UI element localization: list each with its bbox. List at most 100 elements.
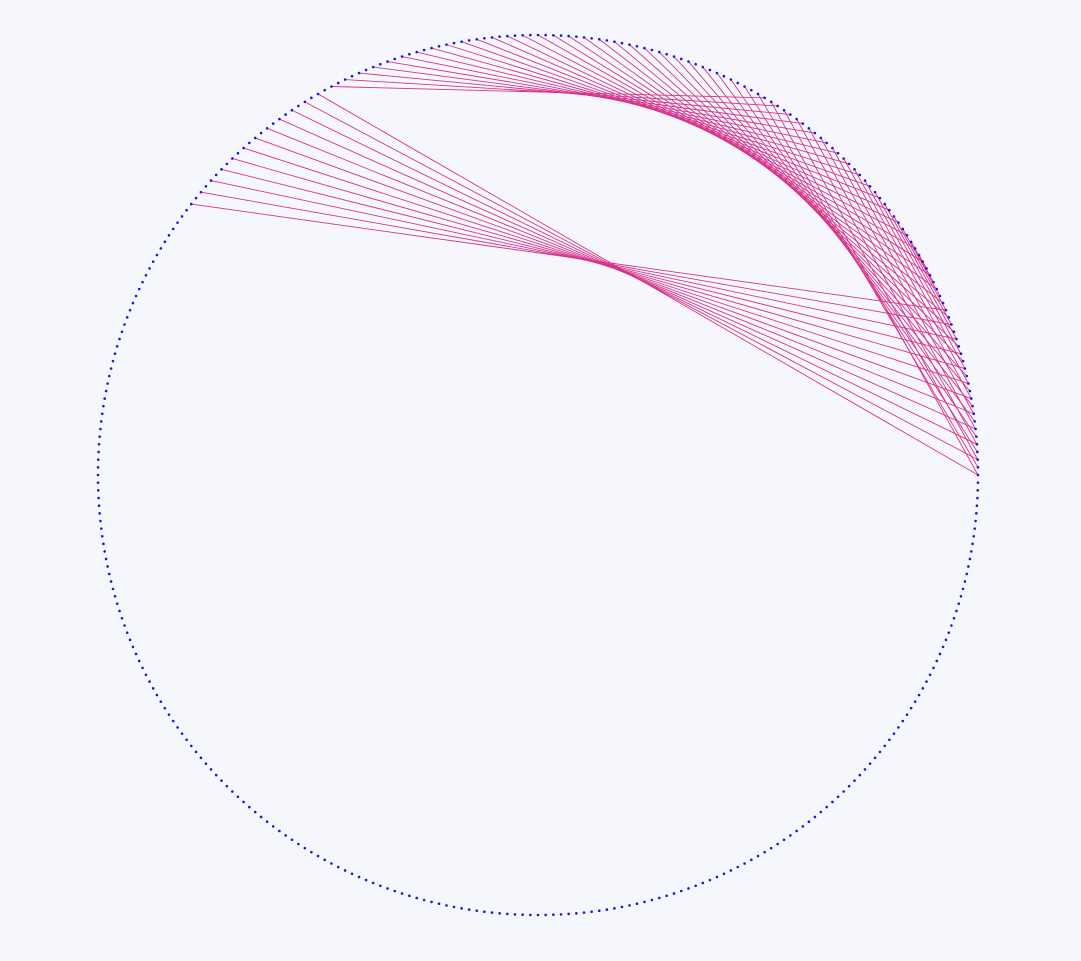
circle-point [789,113,792,116]
circle-point [323,858,326,862]
circle-point [813,131,817,135]
circle-point [729,78,733,81]
circle-point [118,337,121,341]
circle-point [694,62,697,66]
circle-point [107,374,111,378]
circle-point [842,157,845,160]
circle-point [901,227,905,231]
circle-point [100,534,104,538]
circle-point [400,55,404,58]
circle-point [155,693,159,697]
circle-point [957,602,961,605]
circle-point [952,616,956,620]
circle-point [715,71,719,75]
circle-point [873,190,877,194]
circle-point [813,815,817,819]
circle-point [248,141,251,145]
circle-point [167,234,171,237]
circle-point [386,887,389,890]
circle-point [892,732,896,735]
circle-point [98,512,101,515]
circle-point [336,81,340,85]
circle-point [104,389,108,393]
circle-point [831,800,834,804]
circle-point [422,898,426,902]
circle-point [131,301,135,305]
circle-point [672,892,676,895]
circle-point [952,330,956,334]
circle-point [96,466,100,469]
circle-point [343,78,347,81]
circle-point [214,173,218,177]
circle-point [180,215,184,218]
circle-point [521,33,524,37]
circle-point [131,645,135,649]
circle-point [330,85,333,88]
circle-point [665,52,668,56]
circle-point [868,762,872,765]
circle-point [976,489,980,492]
circle-point [460,40,463,43]
circle-point [102,542,105,546]
circle-point [109,580,113,583]
circle-point [967,382,970,385]
circle-point [225,784,229,788]
circle-point [96,481,100,484]
circle-point [858,173,862,177]
circle-point [921,260,925,263]
circle-point [437,44,441,48]
chord-line [331,86,765,99]
circle-point [925,680,928,683]
circle-point [708,878,712,882]
circle-point [935,287,939,291]
circle-point [111,359,115,363]
circle-point [928,273,932,277]
circle-point [171,719,175,723]
circle-point [506,34,509,38]
circle-point [807,820,811,824]
circle-point [483,910,486,914]
circle-point [701,65,705,69]
circle-point [552,913,555,917]
circle-point [976,450,979,454]
circle-point [947,631,951,634]
circle-point [590,910,593,914]
circle-point [643,900,646,904]
circle-point [868,185,872,188]
circle-point [204,185,208,188]
circle-point [125,316,129,319]
circle-point [863,179,867,182]
circle-point [123,323,126,326]
circle-point [104,557,108,561]
circle-point [628,904,631,907]
circle-point [909,706,913,710]
circle-point [475,37,479,41]
circle-point [330,862,333,865]
circle-point [460,907,463,910]
circle-point [722,74,726,78]
circle-point [976,481,980,484]
circle-point [214,773,218,777]
circle-point [590,36,593,40]
circle-point [408,52,411,56]
circle-point [582,911,586,914]
circle-point [776,842,779,846]
circle-point [597,909,601,913]
circle-point [961,359,965,363]
circle-point [743,862,746,865]
circle-point [968,557,972,561]
circle-point [364,878,368,882]
circle-point [888,738,891,742]
circle-point [452,41,456,45]
circle-point [973,420,977,423]
circle-point [613,907,616,910]
circle-point [878,196,882,200]
circle-point [393,889,397,893]
circle-point [357,71,361,75]
circle-point [544,33,547,37]
circle-point [185,208,188,212]
circle-point [265,126,269,130]
circle-point [103,397,106,400]
circle-point [253,810,257,814]
circle-point [917,693,921,697]
